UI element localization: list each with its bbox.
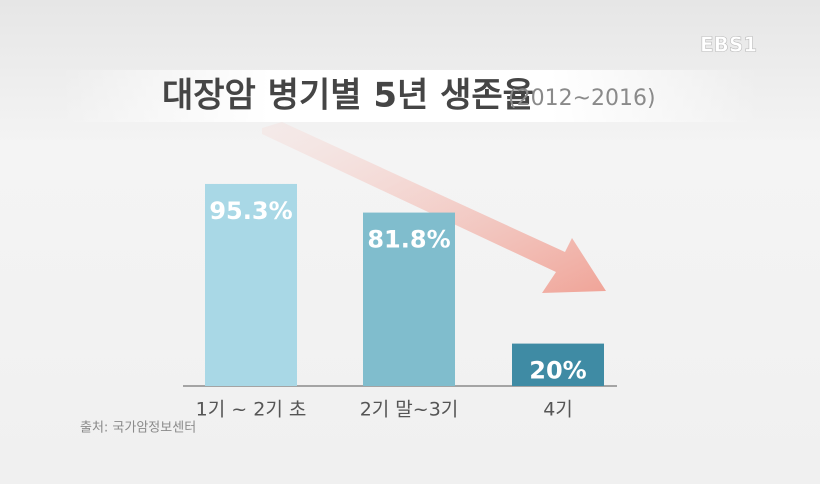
- title-band: [60, 70, 760, 122]
- logo: EBS1: [700, 33, 757, 57]
- bar: [512, 343, 604, 386]
- trend-arrow: [262, 122, 606, 293]
- chart-subtitle: (2012~2016): [508, 86, 656, 111]
- x-tick-label: 4기: [543, 399, 573, 421]
- bar: [363, 212, 455, 386]
- source: 출처: 국가암정보센터: [80, 421, 196, 436]
- x-tick-label: 1기 ~ 2기 초: [196, 399, 307, 421]
- value-label: 95.3%: [209, 197, 292, 225]
- value-label: 20%: [529, 357, 586, 385]
- bar: [205, 183, 297, 386]
- value-label: 81.8%: [367, 226, 450, 254]
- chart-title: 대장암 병기별 5년 생존율: [162, 76, 534, 116]
- x-tick-label: 2기 말~3기: [360, 399, 459, 421]
